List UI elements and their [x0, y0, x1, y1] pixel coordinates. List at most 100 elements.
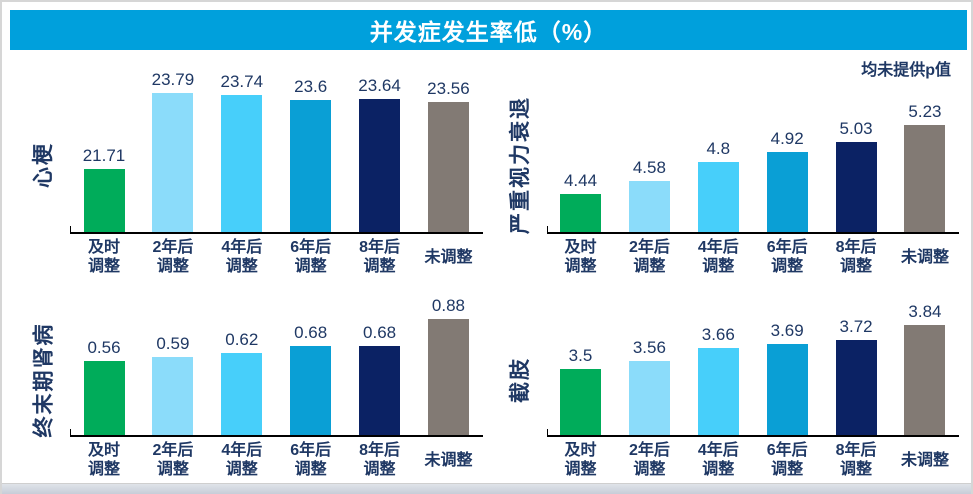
bar-value-label: 3.72 [839, 317, 873, 337]
bar-column: 3.84 [893, 301, 957, 435]
bar [152, 93, 194, 232]
bar-value-label: 3.5 [568, 346, 593, 366]
chart-panel-shili: 严重视力衰退 4.44 4.58 4.8 4.92 5.03 5.23 及时 调整 2年后 调整… [487, 52, 964, 278]
bars-plot: 3.5 3.56 3.66 3.69 3.72 3.84 [546, 286, 959, 437]
bar [359, 98, 401, 232]
chart-panel-shenbing: 终末期肾病 0.56 0.59 0.62 0.68 0.68 0.88 及时 调整 2年后 调整… [10, 278, 487, 481]
x-axis-label: 4年后 调整 [697, 239, 739, 275]
title-banner: 并发症发生率低（%） [10, 10, 967, 50]
x-axis-label: 未调整 [900, 248, 949, 266]
bar-column: 3.66 [686, 325, 750, 435]
bar-value-label: 23.56 [427, 78, 470, 98]
bar-value-label: 23.79 [151, 70, 195, 90]
bar-column: 0.68 [279, 323, 343, 435]
bars-plot: 4.44 4.58 4.8 4.92 5.03 5.23 [546, 58, 959, 234]
x-axis-label: 8年后 调整 [835, 442, 877, 478]
bar-column: 5.23 [893, 102, 957, 232]
bar-value-label: 5.03 [839, 119, 873, 139]
bar-value-label: 4.8 [706, 139, 731, 159]
x-axis-label: 6年后 调整 [290, 239, 332, 275]
bar [359, 345, 401, 435]
x-axis-labels: 及时 调整 2年后 调整 4年后 调整 6年后 调整 8年后 调整 未调整 [547, 234, 960, 278]
charts-grid: 心梗 21.71 23.79 23.74 23.6 23.64 23.56 及时 调整 2年后… [10, 52, 963, 481]
x-axis-label: 及时 调整 [87, 442, 120, 478]
x-axis-labels: 及时 调整 2年后 调整 4年后 调整 6年后 调整 8年后 调整 未调整 [70, 437, 483, 481]
bars-plot: 0.56 0.59 0.62 0.68 0.68 0.88 [70, 286, 483, 437]
bar-value-label: 21.71 [82, 146, 126, 166]
bar-column: 0.59 [141, 334, 205, 435]
x-axis-label: 8年后 调整 [835, 239, 877, 275]
bar [221, 95, 263, 232]
bar-column: 21.71 [72, 146, 136, 232]
y-axis-title: 终末期肾病 [32, 322, 55, 437]
x-axis-label: 4年后 调整 [221, 239, 263, 275]
bar-column: 23.74 [210, 72, 274, 232]
x-axis-labels: 及时 调整 2年后 调整 4年后 调整 6年后 调整 8年后 调整 未调整 [547, 437, 960, 481]
bar [152, 357, 194, 435]
bar [290, 345, 332, 435]
window-bottom-edge [2, 483, 971, 494]
bars-plot: 21.71 23.79 23.74 23.6 23.64 23.56 [70, 58, 483, 234]
bar-value-label: 3.66 [701, 325, 735, 345]
x-axis-label: 8年后 调整 [359, 442, 401, 478]
bar [628, 361, 670, 435]
bar [560, 193, 601, 232]
bar [83, 361, 125, 435]
bar-value-label: 3.69 [770, 321, 804, 341]
chart-panel-jiezhi: 截肢 3.5 3.56 3.66 3.69 3.72 3.84 及时 调整 2年后 调整 4年后调… [487, 278, 964, 481]
bar-value-label: 4.58 [632, 158, 666, 178]
x-axis-label: 2年后 调整 [152, 239, 194, 275]
bar-value-label: 0.59 [156, 334, 190, 354]
bar [628, 181, 670, 232]
x-axis-label: 未调整 [424, 451, 473, 469]
y-axis-title: 截肢 [508, 356, 532, 403]
plot-area: 0.56 0.59 0.62 0.68 0.68 0.88 及时 调整 2年后 调整 4年后 调整 6… [70, 286, 483, 481]
bar-column: 0.56 [72, 338, 136, 435]
x-axis-label: 未调整 [900, 451, 949, 469]
y-axis-title: 心梗 [32, 142, 55, 188]
bar-column: 23.64 [348, 76, 412, 232]
bar [766, 151, 808, 232]
bar-value-label: 23.6 [294, 77, 328, 97]
bar [835, 340, 877, 435]
bar-column: 3.56 [617, 338, 681, 435]
bar-value-label: 0.88 [431, 296, 465, 316]
bar-column: 4.92 [755, 129, 819, 232]
bar-value-label: 3.84 [908, 301, 942, 321]
bar-column: 3.69 [755, 321, 819, 435]
x-axis-label: 2年后 调整 [628, 239, 670, 275]
plot-area: 21.71 23.79 23.74 23.6 23.64 23.56 及时 调整 2年后 调整 4… [70, 58, 483, 278]
bar [427, 319, 469, 435]
bar-column: 4.58 [617, 158, 681, 232]
bar [290, 100, 332, 232]
x-axis-label: 4年后 调整 [697, 442, 739, 478]
x-axis-label: 6年后 调整 [766, 239, 808, 275]
bar-value-label: 3.56 [632, 338, 666, 358]
x-axis-label: 8年后 调整 [359, 239, 401, 275]
bar-column: 4.8 [686, 139, 750, 232]
x-axis-label: 未调整 [424, 248, 473, 266]
bar-column: 3.72 [824, 317, 888, 435]
x-axis-label: 6年后 调整 [290, 442, 332, 478]
bar-value-label: 0.62 [225, 330, 259, 350]
bar [904, 124, 946, 232]
bar [427, 101, 469, 232]
x-axis-label: 及时 调整 [87, 239, 120, 275]
bar [766, 344, 808, 435]
plot-area: 4.44 4.58 4.8 4.92 5.03 5.23 及时 调整 2年后 调整 4年后 调整 6年… [546, 58, 960, 278]
bar-column: 0.68 [348, 323, 412, 435]
bar [697, 162, 739, 232]
x-axis-label: 6年后 调整 [766, 442, 808, 478]
x-axis-label: 2年后 调整 [628, 442, 670, 478]
bar-column: 4.44 [549, 171, 613, 232]
x-axis-label: 及时 调整 [564, 239, 597, 275]
bar-column: 3.5 [549, 346, 613, 435]
bar-column: 0.88 [416, 296, 480, 435]
bar [904, 324, 946, 435]
bar [221, 353, 263, 435]
bar-column: 23.79 [141, 70, 205, 232]
bar-value-label: 23.74 [220, 72, 264, 92]
bar-value-label: 4.92 [770, 128, 804, 148]
bar-column: 5.03 [824, 119, 888, 232]
bar-value-label: 5.23 [908, 101, 942, 121]
